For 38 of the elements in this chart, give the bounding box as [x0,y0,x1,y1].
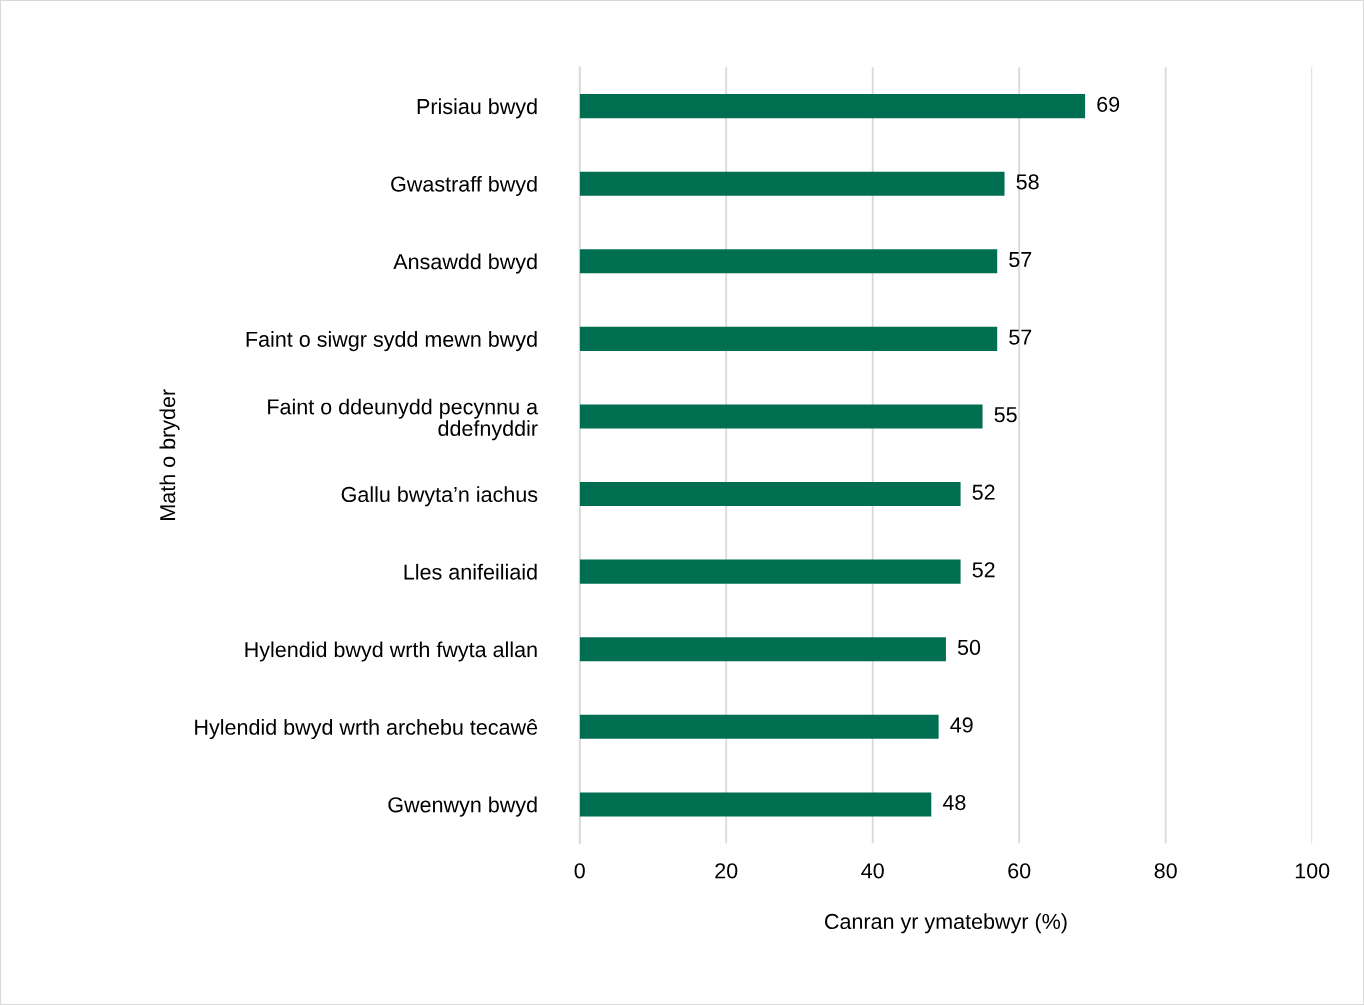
data-label: 52 [972,484,995,500]
bar [579,404,983,429]
bar [579,171,1005,196]
data-label: 57 [1009,329,1032,345]
data-label: 58 [1016,174,1039,190]
y-tick-label: Lles anifeiliaid [404,563,537,580]
data-label: 50 [957,639,981,656]
data-label: 57 [1009,252,1032,268]
bar [579,559,961,584]
bar [579,249,998,274]
y-tick-label: Hylendid bwyd wrth fwyta allan [245,641,537,662]
data-label: 49 [950,717,973,733]
data-label: 55 [994,407,1017,423]
x-tick-label: 20 [715,863,738,879]
bar [579,714,939,739]
data-label: 52 [972,562,995,578]
y-axis-title: Math o bryder [159,389,180,520]
bar [579,792,932,817]
x-tick-label: 0 [574,863,585,879]
bar [579,326,998,351]
bar [579,94,1086,119]
data-label: 69 [1097,96,1120,112]
x-axis-title: Canran yr ymatebwyr (%) [825,913,1067,934]
bar [579,482,961,507]
bar [579,637,946,662]
y-tick-label: Gwastraff bwyd [391,175,537,196]
y-tick-label: Faint o ddeunydd pecynnu a ddefnyddir [268,398,539,441]
x-tick-label: 60 [1008,863,1031,879]
data-label: 48 [942,794,966,811]
y-tick-label: Faint o siwgr sydd mewn bwyd [246,331,537,352]
y-tick-label: Ansawdd bwyd [393,253,537,274]
x-tick-label: 40 [861,863,884,879]
x-tick-label: 100 [1295,863,1330,879]
y-tick-label: Gwenwyn bwyd [388,796,537,817]
y-tick-label: Prisiau bwyd [417,98,537,119]
x-tick-label: 80 [1154,863,1177,879]
y-tick-label: Gallu bwyta’n iachus [341,486,538,507]
y-tick-label: Hylendid bwyd wrth archebu tecawê [195,718,538,740]
